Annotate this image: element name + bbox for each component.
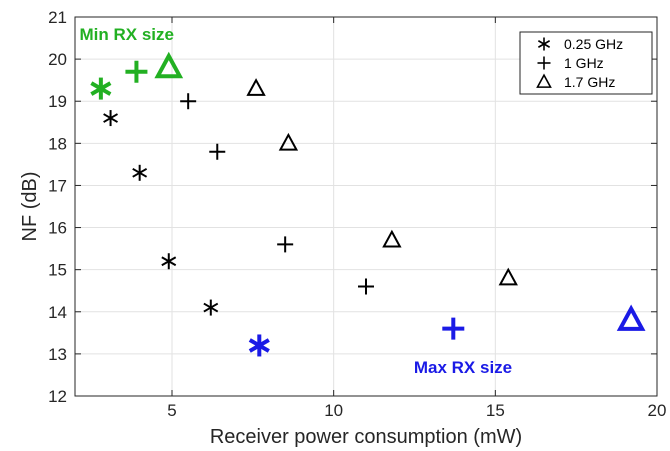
data-points xyxy=(90,51,646,357)
x-tick-label: 5 xyxy=(167,401,176,420)
legend: 0.25 GHz 1 GHz 1.7 GHz xyxy=(519,31,653,95)
x-tick-label: 15 xyxy=(486,401,505,420)
asterisk-stroke xyxy=(90,81,112,96)
annotation-label: Min RX size xyxy=(79,25,173,44)
highlight-point xyxy=(248,334,270,357)
legend-entry-label: 0.25 GHz xyxy=(564,36,623,52)
data-point xyxy=(382,229,402,248)
y-tick-label: 13 xyxy=(48,345,67,364)
legend-marker xyxy=(537,37,551,51)
triangle-outline xyxy=(498,267,518,286)
legend-entry-label: 1.7 GHz xyxy=(564,74,615,90)
triangle-outline xyxy=(154,51,184,79)
asterisk-stroke xyxy=(103,113,118,123)
plot-frame xyxy=(74,16,658,397)
y-tick-label: 17 xyxy=(48,176,67,195)
y-tick-label: 18 xyxy=(48,134,67,153)
asterisk-stroke xyxy=(132,167,148,178)
x-axis-label: Receiver power consumption (mW) xyxy=(210,426,522,448)
y-axis-label: NF (dB) xyxy=(19,172,41,242)
highlight-point xyxy=(616,304,646,331)
annotation-label: Max RX size xyxy=(414,358,512,377)
triangle-outline xyxy=(246,78,266,96)
data-point xyxy=(246,78,266,96)
y-tick-label: 19 xyxy=(48,92,67,111)
asterisk-stroke xyxy=(203,302,219,313)
x-tick-label: 10 xyxy=(324,401,343,420)
data-point xyxy=(180,93,197,110)
asterisk-stroke xyxy=(161,256,177,267)
data-point xyxy=(132,164,148,181)
tick-labels: 5 10 15 20 12 13 14 15 16 17 18 19 20 21 xyxy=(48,8,666,420)
data-point xyxy=(209,143,226,160)
data-point xyxy=(358,278,374,295)
highlight-point xyxy=(154,51,184,79)
data-point xyxy=(498,267,518,286)
triangle-outline xyxy=(382,229,402,248)
y-tick-label: 20 xyxy=(48,50,67,69)
asterisk-stroke xyxy=(248,338,270,353)
y-tick-label: 15 xyxy=(48,261,67,280)
y-tick-label: 12 xyxy=(48,387,67,406)
y-tick-label: 14 xyxy=(48,303,67,322)
triangle-outline xyxy=(536,73,552,88)
x-tick-label: 20 xyxy=(648,401,667,420)
triangle-outline xyxy=(278,132,299,151)
data-point xyxy=(203,299,219,316)
legend-entry-label: 1 GHz xyxy=(564,55,604,71)
data-point xyxy=(278,132,299,151)
legend-marker xyxy=(537,56,551,70)
highlight-point xyxy=(442,317,465,340)
triangle-outline xyxy=(616,304,646,331)
annotations: Min RX size Max RX size xyxy=(79,25,512,377)
asterisk-stroke xyxy=(537,40,551,48)
data-point xyxy=(161,253,177,270)
y-tick-label: 16 xyxy=(48,219,67,238)
highlight-point xyxy=(125,60,148,83)
data-point xyxy=(103,110,118,127)
legend-marker xyxy=(536,73,552,88)
data-point xyxy=(277,236,294,253)
y-tick-label: 21 xyxy=(48,8,67,27)
highlight-point xyxy=(90,77,112,100)
